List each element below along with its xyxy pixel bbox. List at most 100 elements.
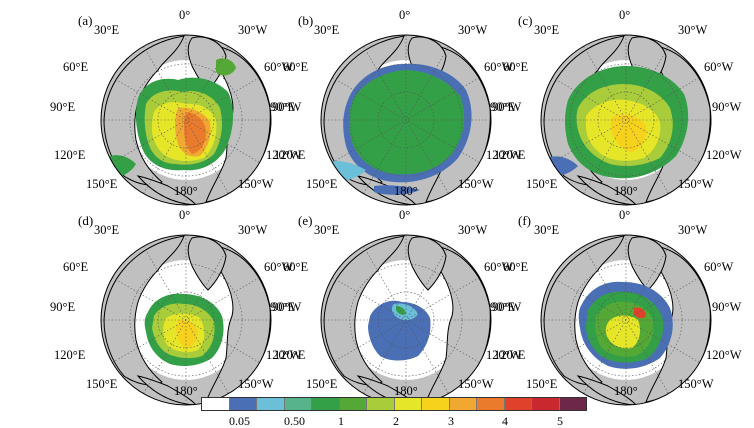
longitude-label-e150: 150°E xyxy=(306,177,338,191)
panel-label: (b) xyxy=(298,13,314,28)
longitude-label-w150: 150°W xyxy=(238,377,274,391)
panel-label: (d) xyxy=(78,213,94,228)
land-greenland xyxy=(187,236,227,291)
longitude-label-e60: 60°E xyxy=(283,260,309,274)
longitude-label-w60: 60°W xyxy=(484,60,514,74)
land-northeast-asia xyxy=(136,175,198,205)
map-border xyxy=(100,34,272,206)
land-eurasia xyxy=(543,235,625,386)
longitude-label-w90: 90°W xyxy=(712,100,742,114)
ice-thickness-field xyxy=(634,307,646,319)
longitude-label-e120: 120°E xyxy=(494,148,526,162)
longitude-label-e30: 30°E xyxy=(534,23,560,37)
longitude-label-top: 0° xyxy=(619,8,631,22)
longitude-label-w30: 30°W xyxy=(678,23,708,37)
longitude-label-e30: 30°E xyxy=(94,23,120,37)
longitude-label-w120: 120°W xyxy=(706,148,742,162)
panel-label: (c) xyxy=(518,13,533,28)
ice-thickness-field xyxy=(605,315,640,349)
longitude-label-e150: 150°E xyxy=(526,377,558,391)
longitude-label-e150: 150°E xyxy=(526,177,558,191)
colorbar-segment xyxy=(394,398,422,410)
colorbar-segment xyxy=(477,398,505,410)
longitude-label-e90: 90°E xyxy=(270,300,296,314)
longitude-label-e60: 60°E xyxy=(283,60,309,74)
longitude-label-bottom: 180° xyxy=(174,184,198,198)
map-panel-a: (a) 0° 30°E 30°W 60°E 60°W 90°E 90°W 120°E 120°W 1… xyxy=(50,8,306,208)
panel-label: (a) xyxy=(78,13,93,28)
longitude-label-e90: 90°E xyxy=(270,100,296,114)
colorbar-segment xyxy=(367,398,395,410)
longitude-label-w90: 90°W xyxy=(272,300,302,314)
land-northeast-asia xyxy=(576,375,638,405)
longitude-label-e120: 120°E xyxy=(494,348,526,362)
longitude-label-w30: 30°W xyxy=(458,23,488,37)
longitude-label-top: 0° xyxy=(179,208,191,222)
polar-map xyxy=(100,34,272,206)
longitude-label-w90: 90°W xyxy=(492,300,522,314)
polar-map xyxy=(540,34,712,206)
ice-thickness-field xyxy=(396,306,406,315)
longitude-label-bottom: 180° xyxy=(174,384,198,398)
map-border xyxy=(540,234,712,406)
longitude-label-e90: 90°E xyxy=(490,300,516,314)
longitude-label-top: 0° xyxy=(179,8,191,22)
colorbar-segment xyxy=(559,398,586,410)
polar-map xyxy=(540,234,712,406)
land-northeast-asia xyxy=(136,375,198,405)
map-border xyxy=(540,34,712,206)
ice-thickness-field xyxy=(216,58,236,76)
longitude-label-w30: 30°W xyxy=(678,223,708,237)
longitude-label-w60: 60°W xyxy=(484,260,514,274)
polar-map xyxy=(320,34,492,206)
map-panel-f: (f) 0° 30°E 30°W 60°E 60°W 90°E 90°W 120°E 120°W 1… xyxy=(490,208,746,408)
colorbar-tick-label: 0.05 xyxy=(229,414,250,428)
longitude-label-bottom: 180° xyxy=(394,384,418,398)
colorbar-tick-label: 1 xyxy=(338,414,344,428)
land-northeast-asia xyxy=(576,175,638,205)
longitude-label-w60: 60°W xyxy=(704,60,734,74)
longitude-label-e30: 30°E xyxy=(94,223,120,237)
longitude-label-w120: 120°W xyxy=(706,348,742,362)
colorbar-segment xyxy=(202,398,230,410)
longitude-label-e90: 90°E xyxy=(50,300,76,314)
longitude-label-e30: 30°E xyxy=(314,23,340,37)
longitude-label-top: 0° xyxy=(399,8,411,22)
longitude-label-w120: 120°W xyxy=(486,348,522,362)
longitude-label-e150: 150°E xyxy=(86,177,118,191)
colorbar-segment xyxy=(339,398,367,410)
land-greenland xyxy=(407,236,447,291)
colorbar-segment xyxy=(312,398,340,410)
longitude-label-w120: 120°W xyxy=(486,148,522,162)
longitude-label-e90: 90°E xyxy=(50,100,76,114)
longitude-label-w150: 150°W xyxy=(458,177,494,191)
longitude-label-e90: 90°E xyxy=(490,100,516,114)
longitude-label-e150: 150°E xyxy=(86,377,118,391)
land-eurasia xyxy=(103,235,185,386)
longitude-label-e150: 150°E xyxy=(306,377,338,391)
panel-label: (e) xyxy=(298,213,313,228)
longitude-label-top: 0° xyxy=(399,208,411,222)
longitude-label-w90: 90°W xyxy=(492,100,522,114)
ice-thickness-field xyxy=(374,185,420,195)
colorbar-tick-label: 2 xyxy=(393,414,399,428)
colorbar-segment xyxy=(532,398,560,410)
panel-label: (f) xyxy=(518,213,531,228)
longitude-label-e60: 60°E xyxy=(503,260,529,274)
colorbar-segment xyxy=(504,398,532,410)
land-eurasia xyxy=(323,235,405,386)
colorbar-segment xyxy=(257,398,285,410)
longitude-label-bottom: 180° xyxy=(394,184,418,198)
longitude-label-w150: 150°W xyxy=(678,177,714,191)
longitude-label-bottom: 180° xyxy=(614,184,638,198)
longitude-label-bottom: 180° xyxy=(614,384,638,398)
longitude-label-w90: 90°W xyxy=(272,100,302,114)
longitude-label-e60: 60°E xyxy=(503,60,529,74)
colorbar-segment xyxy=(284,398,312,410)
longitude-label-e60: 60°E xyxy=(63,260,89,274)
colorbar-segment xyxy=(422,398,450,410)
colorbar xyxy=(201,397,587,411)
longitude-label-w150: 150°W xyxy=(238,177,274,191)
map-border xyxy=(320,34,492,206)
longitude-label-w60: 60°W xyxy=(264,60,294,74)
